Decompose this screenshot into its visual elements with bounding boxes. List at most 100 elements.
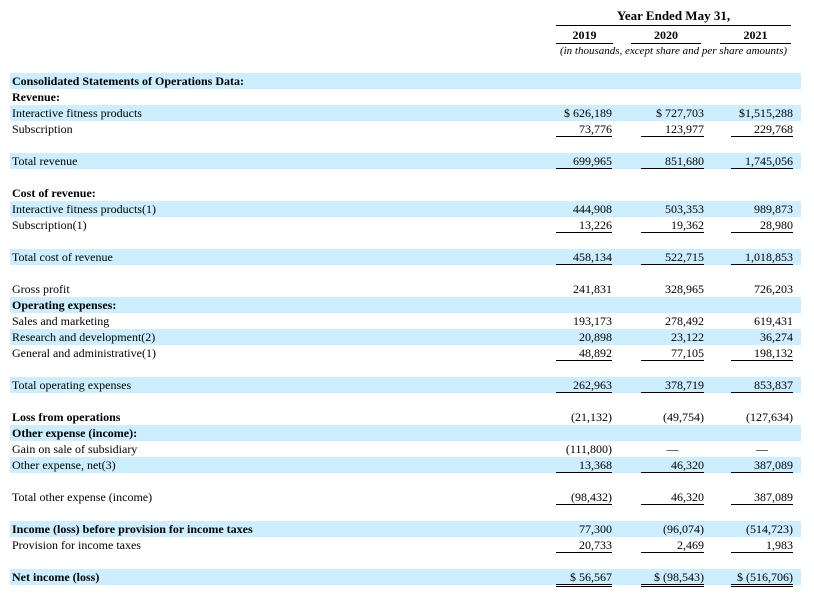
row-label: Sales and marketing: [12, 314, 110, 328]
value-2021: (127,634): [746, 410, 793, 424]
value-2020: (49,754): [663, 410, 704, 424]
table-row: Gross profit 241,831 328,965 726,203: [10, 281, 801, 297]
value-2019: 73,776: [556, 121, 612, 137]
value-2019: 13,368: [556, 457, 612, 473]
value-2021: 387,089: [731, 457, 793, 473]
table-row: Income (loss) before provision for incom…: [10, 521, 801, 537]
value-2021: 1,018,853: [731, 249, 793, 265]
value-2019: 20,733: [556, 537, 612, 553]
table-row: Revenue:: [10, 89, 801, 105]
value-2019: 193,173: [573, 314, 612, 328]
row-label: Consolidated Statements of Operations Da…: [12, 74, 244, 88]
row-label: Total revenue: [12, 154, 78, 168]
value-2019: (98,432): [556, 489, 612, 505]
value-2019: (21,132): [571, 410, 612, 424]
table-row: Total other expense (income) (98,432) 46…: [10, 489, 801, 505]
value-2021: $1,515,288: [739, 106, 793, 120]
value-2020: —: [666, 442, 679, 456]
row-label: Interactive fitness products(1): [12, 202, 156, 216]
value-2020: $ (98,543): [641, 569, 704, 587]
table-row: Subscription 73,776 123,977 229,768: [10, 121, 801, 137]
table-row: General and administrative(1) 48,892 77,…: [10, 345, 801, 361]
value-2021: 1,983: [731, 537, 793, 553]
value-2021: 989,873: [754, 202, 793, 216]
value-2020: 278,492: [665, 314, 704, 328]
value-2021: $ (516,706): [731, 569, 793, 587]
value-2021: 387,089: [731, 489, 793, 505]
row-label: Interactive fitness products: [12, 106, 142, 120]
table-row: Sales and marketing 193,173 278,492 619,…: [10, 313, 801, 329]
value-2019: 13,226: [556, 217, 612, 233]
value-2020: $ 727,703: [656, 106, 704, 120]
row-label: Subscription(1): [12, 218, 87, 232]
value-2019: 262,963: [556, 377, 612, 393]
units-note: (in thousands, except share and per shar…: [559, 45, 788, 57]
value-2019: 444,908: [573, 202, 612, 216]
row-label: Research and development(2): [12, 330, 156, 344]
value-2021: 853,837: [731, 377, 793, 393]
table-row: Other expense (income):: [10, 425, 801, 441]
value-2020: 522,715: [641, 249, 704, 265]
value-2020: 77,105: [641, 345, 704, 361]
table-row: Loss from operations (21,132) (49,754) (…: [10, 409, 801, 425]
value-2021: 726,203: [754, 282, 793, 296]
row-label: Operating expenses:: [12, 298, 117, 312]
period-title: Year Ended May 31,: [556, 8, 791, 26]
value-2020: 503,353: [665, 202, 704, 216]
value-2019: 699,965: [556, 153, 612, 169]
value-2019: (111,800): [565, 442, 612, 456]
value-2020: 378,719: [641, 377, 704, 393]
table-row: Subscription(1) 13,226 19,362 28,980: [10, 217, 801, 233]
row-label: Revenue:: [12, 90, 60, 104]
value-2020: 19,362: [641, 217, 704, 233]
row-label: Subscription: [12, 122, 73, 136]
value-2019: $ 56,567: [556, 569, 612, 587]
value-2021: (514,723): [746, 522, 793, 536]
table-row: Interactive fitness products(1) 444,908 …: [10, 201, 801, 217]
value-2021: 1,745,056: [731, 153, 793, 169]
row-label: Total operating expenses: [12, 378, 132, 392]
value-2021: 28,980: [731, 217, 793, 233]
row-label: Total cost of revenue: [12, 250, 113, 264]
value-2020: (96,074): [663, 522, 704, 536]
year-2019: 2019: [556, 28, 613, 44]
row-label: Other expense, net(3): [12, 458, 116, 472]
table-row: Operating expenses:: [10, 297, 801, 313]
value-2019: 458,134: [556, 249, 612, 265]
row-label: Cost of revenue:: [12, 186, 96, 200]
table-row: Research and development(2) 20,898 23,12…: [10, 329, 801, 345]
value-2021: 229,768: [731, 121, 793, 137]
row-label: Gain on sale of subsidiary: [12, 442, 138, 456]
row-label: Total other expense (income): [12, 490, 153, 504]
value-2019: 20,898: [579, 330, 612, 344]
value-2020: 2,469: [641, 537, 704, 553]
row-label: General and administrative(1): [12, 346, 156, 360]
value-2021: 36,274: [760, 330, 793, 344]
value-2020: 46,320: [641, 489, 704, 505]
year-2021: 2021: [720, 28, 791, 44]
table-row: Cost of revenue:: [10, 185, 801, 201]
table-row: Net income (loss) $ 56,567 $ (98,543) $ …: [10, 569, 801, 587]
value-2019: $ 626,189: [564, 106, 612, 120]
value-2020: 23,122: [671, 330, 704, 344]
row-label: Net income (loss): [12, 570, 100, 584]
row-label: Loss from operations: [12, 410, 121, 424]
value-2019: 77,300: [579, 522, 612, 536]
value-2020: 123,977: [641, 121, 704, 137]
table-row: Gain on sale of subsidiary (111,800) — —: [10, 441, 801, 457]
row-label: Provision for income taxes: [12, 538, 141, 552]
table-row: Consolidated Statements of Operations Da…: [10, 73, 801, 89]
year-2020: 2020: [631, 28, 701, 44]
value-2021: —: [756, 442, 768, 456]
row-label: Gross profit: [12, 282, 70, 296]
value-2020: 851,680: [641, 153, 704, 169]
value-2020: 46,320: [641, 457, 704, 473]
table-row: Total cost of revenue 458,134 522,715 1,…: [10, 249, 801, 265]
table-row: Total operating expenses 262,963 378,719…: [10, 377, 801, 393]
table-row: Provision for income taxes 20,733 2,469 …: [10, 537, 801, 553]
value-2019: 241,831: [573, 282, 612, 296]
table-row: Interactive fitness products $ 626,189 $…: [10, 105, 801, 121]
value-2021: 198,132: [731, 345, 793, 361]
value-2019: 48,892: [556, 345, 612, 361]
row-label: Income (loss) before provision for incom…: [12, 522, 253, 536]
